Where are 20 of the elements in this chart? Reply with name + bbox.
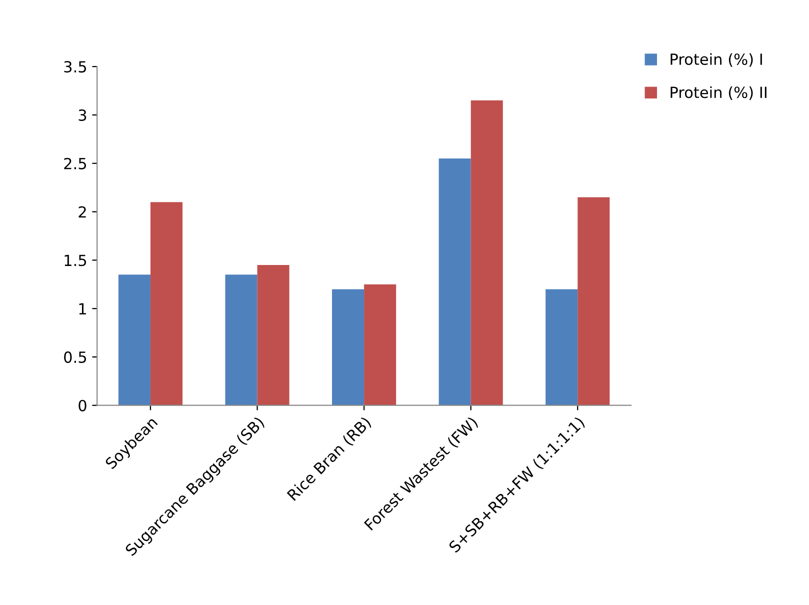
y-tick-label: 2.5: [64, 158, 86, 170]
bar: [546, 289, 578, 406]
bar: [118, 274, 150, 406]
bar: [150, 202, 183, 406]
bar: [332, 289, 364, 406]
y-tick-label: 3: [78, 109, 86, 121]
bar: [470, 100, 503, 406]
bar: [364, 284, 396, 406]
legend-label: Protein (%) II: [670, 86, 766, 100]
y-tick-label: 2: [78, 206, 86, 218]
bar: [257, 264, 290, 406]
bar: [438, 158, 471, 406]
y-tick-label: 3.5: [64, 61, 86, 73]
bar: [225, 274, 258, 406]
y-tick-label: 1: [79, 303, 86, 314]
y-tick-label: 0.5: [64, 351, 86, 363]
bar: [578, 197, 610, 406]
legend-label: Protein (%) I: [670, 53, 762, 67]
y-tick-label: 1.5: [64, 254, 86, 266]
y-tick-label: 0: [78, 400, 86, 412]
